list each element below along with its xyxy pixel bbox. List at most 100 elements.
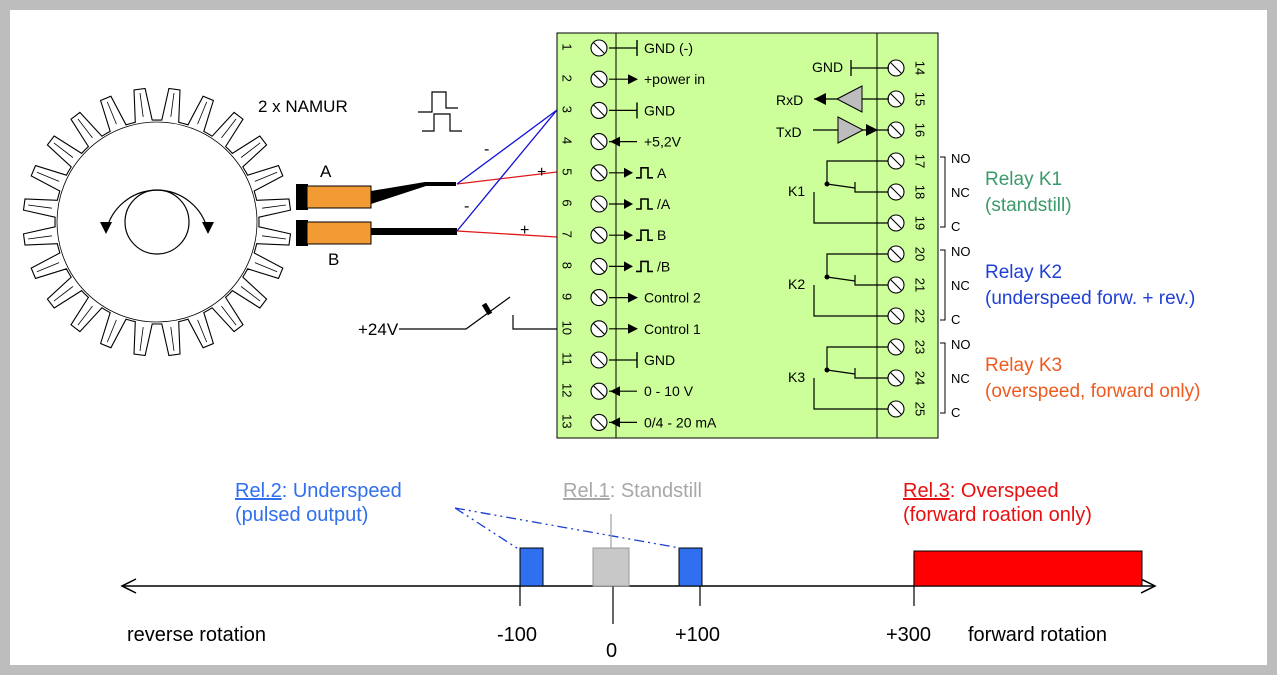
terminal-label: Control 1	[644, 321, 701, 337]
wire-b-plus	[456, 230, 558, 238]
tick-label-zero: 0	[606, 640, 617, 662]
rel3-label: Rel.3: Overspeed	[903, 480, 1059, 502]
serial-gnd-label: GND	[812, 59, 843, 75]
sensor-b-label: B	[328, 250, 339, 269]
serial-txd-label: TxD	[776, 124, 802, 140]
relay-subtitle: (standstill)	[985, 195, 1072, 216]
rel1-text: : Standstill	[610, 480, 702, 502]
contact-nc-label: NC	[951, 371, 970, 386]
serial-interface: GND RxD TxD	[776, 59, 889, 144]
txd-buffer-icon	[837, 116, 865, 144]
right-terminal-strip: 14 15 16 17 18 19 20 21 22 23 24 25	[887, 59, 928, 418]
sensor-a	[296, 182, 456, 210]
standstill-bar	[592, 547, 630, 587]
terminal-number: 9	[560, 293, 575, 300]
polarity-b-minus: -	[464, 198, 469, 215]
terminal-number: 21	[913, 278, 928, 292]
terminal-number: 8	[560, 262, 575, 269]
contact-c-label: C	[951, 219, 960, 234]
rotation-arrow-left-icon	[100, 222, 112, 234]
terminal-23: 23	[887, 338, 928, 356]
wire-b-minus	[456, 109, 558, 232]
terminal-number: 12	[560, 383, 575, 397]
contact-nc-label: NC	[951, 278, 970, 293]
contact-no-label: NO	[951, 244, 971, 259]
reverse-rotation-label: reverse rotation	[127, 624, 266, 646]
rel2-subtitle: (pulsed output)	[235, 504, 368, 526]
terminal-number: 16	[913, 123, 928, 137]
terminal-number: 2	[560, 75, 575, 82]
switch-actuator	[481, 302, 493, 316]
relay-title: Relay K2	[985, 262, 1062, 283]
gear-hub	[124, 189, 190, 255]
contact-nc-label: NC	[951, 185, 970, 200]
terminal-12: 12 0 - 10 V	[560, 382, 694, 400]
rel1-label: Rel.1: Standstill	[563, 480, 702, 502]
relay-coil-label: K3	[788, 369, 805, 385]
contact-c-label: C	[951, 312, 960, 327]
terminal-number: 15	[913, 92, 928, 106]
terminal-label: +5,2V	[644, 134, 682, 150]
sensor-a-label: A	[320, 162, 332, 181]
terminal-22: 22	[887, 307, 928, 325]
terminal-label: GND	[644, 352, 675, 368]
terminal-number: 25	[913, 402, 928, 416]
terminal-11: 11 GND	[560, 351, 675, 369]
rel2-link[interactable]: Rel.2	[235, 480, 282, 502]
sensor-b	[296, 220, 457, 246]
terminal-label: Control 2	[644, 290, 701, 306]
wire-a-minus	[456, 109, 558, 185]
terminal-number: 24	[913, 371, 928, 385]
terminal-number: 14	[913, 61, 928, 75]
terminal-24: 24	[887, 369, 928, 387]
terminal-number: 13	[560, 414, 575, 428]
overspeed-bar	[913, 550, 1143, 587]
rel2-text: : Underspeed	[282, 480, 402, 502]
forward-rotation-label: forward rotation	[968, 624, 1107, 646]
underspeed-bar-forward	[678, 547, 703, 587]
rxd-buffer-icon	[835, 85, 863, 113]
terminal-10: 10 Control 1	[560, 320, 701, 338]
terminal-6: 6/A	[560, 195, 671, 213]
relay-subtitle: (overspeed, forward only)	[985, 381, 1200, 402]
underspeed-leader-lines	[454, 507, 681, 551]
relay-group: K1 NO NC C Relay K1 (standstill) K2 NO NC C Relay …	[788, 151, 1200, 420]
relay-subtitle: (underspeed forw. + rev.)	[985, 288, 1195, 309]
terminal-number: 6	[560, 199, 575, 206]
terminal-label: B	[657, 227, 666, 243]
rotation-arc	[105, 189, 209, 233]
tick-label-minus-100: -100	[497, 624, 537, 646]
terminal-number: 3	[560, 106, 575, 113]
terminal-number: 11	[560, 352, 575, 366]
relay-title: Relay K1	[985, 169, 1062, 190]
rel1-link[interactable]: Rel.1	[563, 480, 610, 502]
contact-no-label: NO	[951, 337, 971, 352]
terminal-number: 22	[913, 309, 928, 323]
polarity-b-plus: +	[520, 222, 529, 239]
relay-coil-label: K2	[788, 276, 805, 292]
rel3-link[interactable]: Rel.3	[903, 480, 950, 502]
terminal-label: GND	[644, 102, 675, 118]
relay-k1: K1 NO NC C Relay K1 (standstill)	[788, 151, 1072, 234]
switch-blade	[399, 296, 511, 330]
relay-k3: K3 NO NC C Relay K3 (overspeed, forward only)	[788, 337, 1200, 420]
rotation-arrow-right-icon	[202, 222, 214, 234]
terminal-15: 15	[887, 90, 928, 108]
terminal-number: 10	[560, 321, 575, 335]
axis-arrow-left-icon	[120, 578, 137, 594]
terminal-label: 0 - 10 V	[644, 383, 694, 399]
terminal-19: 19	[887, 214, 928, 232]
terminal-8: 8/B	[560, 257, 670, 275]
terminal-label: GND (-)	[644, 40, 693, 56]
terminal-3: 3 GND	[560, 101, 675, 119]
terminal-13: 13 0/4 - 20 mA	[560, 413, 717, 431]
terminal-21: 21	[887, 276, 928, 294]
rel2-label: Rel.2: Underspeed	[235, 480, 402, 502]
terminal-number: 17	[913, 154, 928, 168]
terminal-9: 9 Control 2	[560, 289, 701, 307]
pulse-waveform-2-icon	[422, 113, 462, 132]
terminal-label: /A	[657, 196, 671, 212]
